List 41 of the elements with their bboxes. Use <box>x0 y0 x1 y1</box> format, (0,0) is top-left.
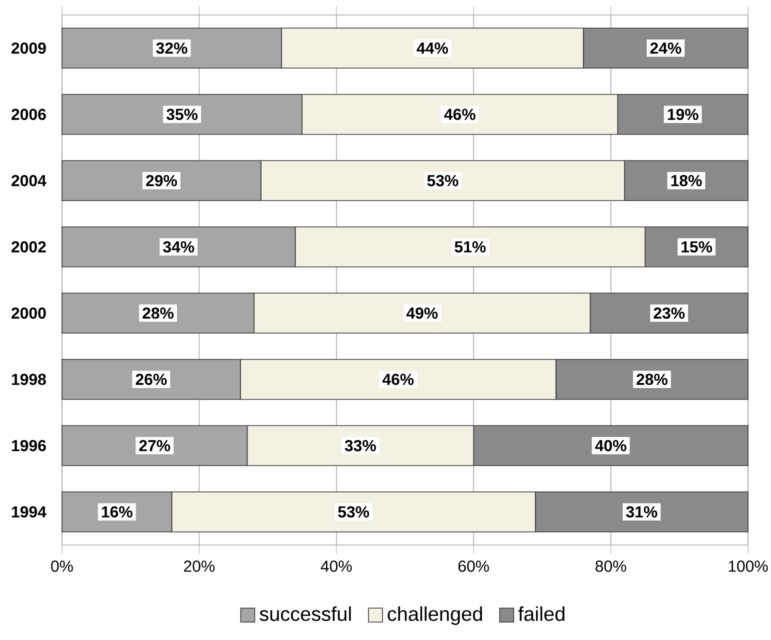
x-tick-label: 100% <box>728 560 768 572</box>
data-label: 40% <box>595 440 626 452</box>
data-label: 28% <box>142 307 174 319</box>
data-label: 32% <box>156 42 188 54</box>
y-tick-label: 2004 <box>12 174 46 186</box>
x-tick-label: 0% <box>51 560 73 572</box>
legend-label: challenged <box>388 606 482 625</box>
y-tick-label: 1998 <box>12 374 46 386</box>
y-tick-label: 2000 <box>12 307 46 319</box>
data-label: 28% <box>636 374 668 386</box>
x-tick-label: 20% <box>184 560 215 572</box>
data-label: 19% <box>668 108 698 120</box>
data-label: 31% <box>626 506 658 518</box>
y-tick-label: 2002 <box>12 241 46 253</box>
data-label: 46% <box>444 108 476 120</box>
y-tick-label: 1996 <box>12 440 46 452</box>
data-label: 29% <box>146 174 177 186</box>
data-label: 15% <box>682 241 712 252</box>
legend-label: successful <box>260 606 351 622</box>
data-label: 23% <box>654 307 685 319</box>
data-label: 26% <box>136 374 167 386</box>
y-tick-label: 1994 <box>12 506 46 518</box>
data-label: 16% <box>102 506 132 518</box>
x-tick-label: 60% <box>458 560 489 572</box>
data-label: 51% <box>454 241 486 252</box>
x-tick-label: 80% <box>596 560 626 572</box>
y-tick-label: 2006 <box>12 108 46 120</box>
data-label: 53% <box>427 174 458 186</box>
data-label: 24% <box>650 42 682 54</box>
data-label: 53% <box>338 506 370 518</box>
data-label: 44% <box>416 42 448 54</box>
x-tick-label: 40% <box>320 560 352 572</box>
data-label: 46% <box>382 374 414 386</box>
data-label: 18% <box>671 174 702 186</box>
data-label: 33% <box>344 440 376 452</box>
data-label: 34% <box>163 241 194 253</box>
legend-label: failed <box>518 606 564 622</box>
data-label: 35% <box>166 108 198 120</box>
y-tick-label: 2009 <box>12 42 46 54</box>
data-label: 27% <box>139 440 170 452</box>
data-label: 49% <box>406 307 438 319</box>
